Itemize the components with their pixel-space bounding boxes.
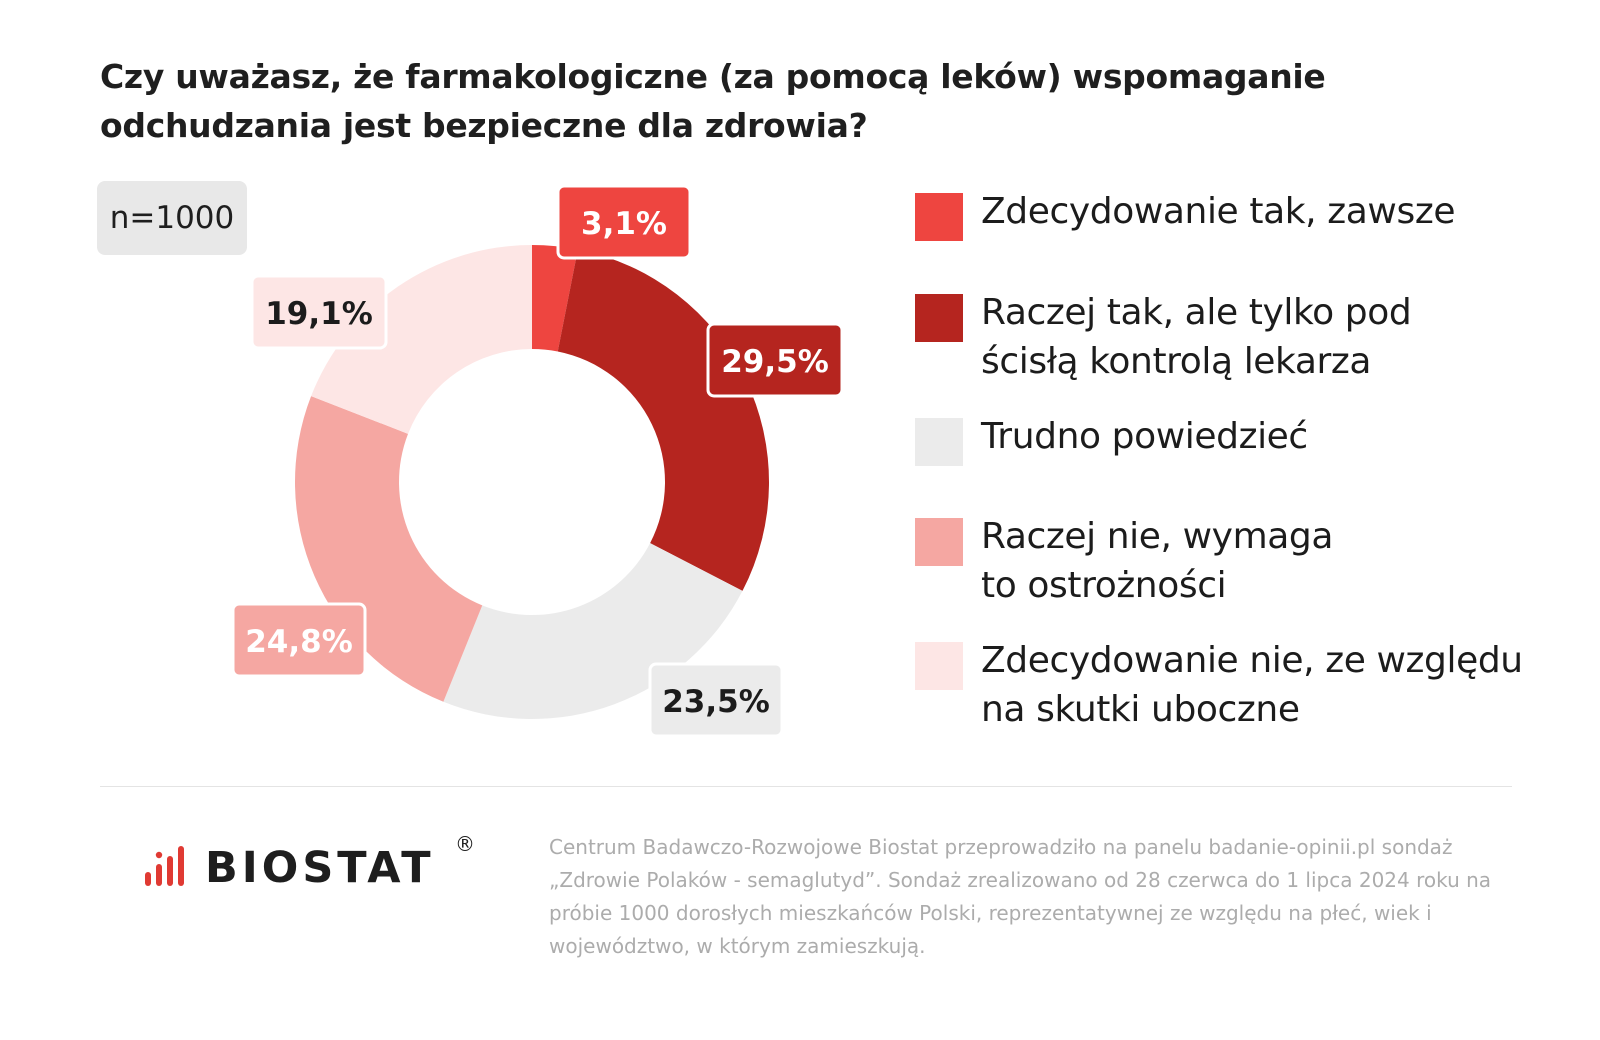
biostat-logo: BIOSTAT ®	[145, 832, 485, 898]
slice-label-box	[648, 662, 784, 738]
footer-divider	[100, 786, 1512, 787]
legend-label: Zdecydowanie tak, zawsze	[981, 191, 1456, 232]
slice-label-box	[231, 602, 367, 678]
slice-value-label: 29,5%	[721, 344, 829, 380]
donut-slice	[295, 396, 483, 702]
donut-chart: 3,1% 29,5% 23,5% 24,8% 19,1%	[231, 184, 844, 738]
logo-text: BIOSTAT	[205, 843, 435, 893]
donut-slice	[532, 245, 578, 352]
slice-label-box	[250, 274, 388, 350]
slice-label-box	[556, 184, 692, 260]
donut-slice	[557, 249, 769, 591]
legend-swatch	[915, 418, 963, 466]
legend-swatch	[915, 193, 963, 241]
legend-label: Raczej nie, wymaga to ostrożności	[981, 516, 1334, 606]
slice-value-label: 23,5%	[662, 684, 770, 720]
chart-title: Czy uważasz, że farmakologiczne (za pomo…	[100, 57, 1326, 145]
legend-label: Raczej tak, ale tylko pod ścisłą kontrol…	[981, 292, 1412, 382]
registered-mark: ®	[455, 832, 475, 856]
legend-swatch	[915, 518, 963, 566]
slice-label-box	[706, 322, 844, 398]
slice-value-label: 19,1%	[265, 296, 373, 332]
legend-swatch	[915, 642, 963, 690]
legend-label: Trudno powiedzieć	[981, 416, 1308, 457]
legend-swatch	[915, 294, 963, 342]
bar-signal-icon	[145, 846, 184, 886]
survey-footnote: Centrum Badawczo-Rozwojowe Biostat przep…	[549, 835, 1492, 958]
sample-size-badge: n=1000	[97, 181, 247, 255]
slice-value-label: 3,1%	[581, 206, 667, 242]
slice-value-label: 24,8%	[245, 624, 353, 660]
legend-label: Zdecydowanie nie, ze względu na skutki u…	[981, 640, 1523, 730]
donut-slice	[311, 245, 532, 434]
